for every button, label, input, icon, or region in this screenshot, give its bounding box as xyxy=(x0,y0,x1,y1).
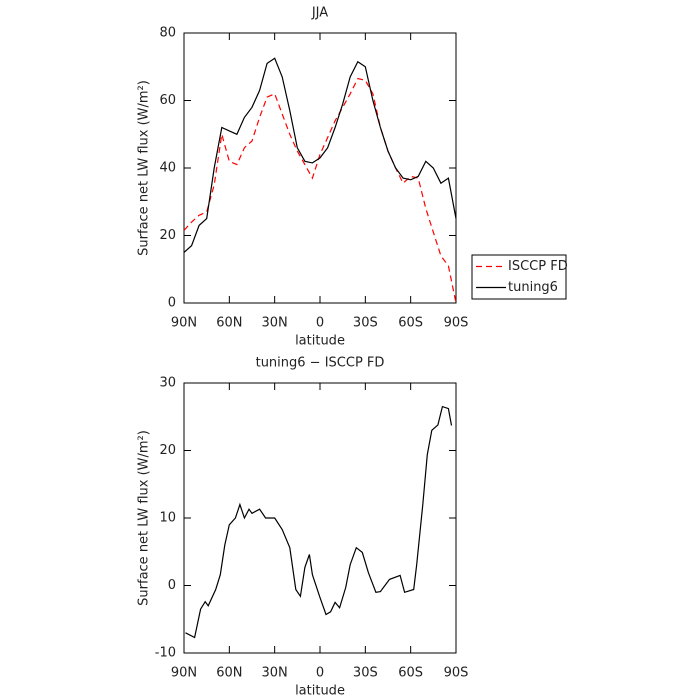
x-tick-label: 30S xyxy=(353,316,378,331)
chart-title: tuning6 − ISCCP FD xyxy=(256,356,385,371)
data-line xyxy=(183,57,457,253)
x-tick-label: 60N xyxy=(216,316,242,331)
y-tick-label: 20 xyxy=(159,443,176,458)
x-tick-label: 60N xyxy=(216,666,242,681)
x-tick-label: 0 xyxy=(316,316,324,331)
x-axis-label: latitude xyxy=(295,334,345,349)
y-tick-label: 30 xyxy=(159,376,176,391)
y-axis-label: Surface net LW flux (W/m²) xyxy=(137,430,152,606)
plot-frame xyxy=(183,382,457,654)
x-tick-label: 90S xyxy=(444,316,469,331)
data-line xyxy=(185,405,453,639)
y-tick-label: 40 xyxy=(159,161,176,176)
x-tick-label: 90N xyxy=(171,666,197,681)
y-tick-label: 10 xyxy=(159,511,176,526)
x-tick-label: 30N xyxy=(262,316,288,331)
legend-label: tuning6 xyxy=(508,280,558,295)
y-tick-label: -10 xyxy=(155,646,176,661)
y-tick-label: 0 xyxy=(168,578,176,593)
y-tick-label: 60 xyxy=(159,93,176,108)
y-tick-label: 80 xyxy=(159,26,176,41)
x-tick-label: 30S xyxy=(353,666,378,681)
y-tick-label: 0 xyxy=(168,296,176,311)
x-tick-label: 60S xyxy=(398,666,423,681)
x-tick-label: 90S xyxy=(444,666,469,681)
x-tick-label: 0 xyxy=(316,666,324,681)
x-axis-label: latitude xyxy=(295,684,345,699)
chart-title: JJA xyxy=(311,6,328,21)
data-line xyxy=(183,77,457,304)
y-axis-label: Surface net LW flux (W/m²) xyxy=(137,80,152,256)
y-tick-label: 20 xyxy=(159,228,176,243)
x-tick-label: 90N xyxy=(171,316,197,331)
plot-frame xyxy=(183,32,457,304)
x-tick-label: 60S xyxy=(398,316,423,331)
legend-box xyxy=(471,254,567,300)
x-tick-label: 30N xyxy=(262,666,288,681)
legend-label: ISCCP FD xyxy=(508,259,568,274)
